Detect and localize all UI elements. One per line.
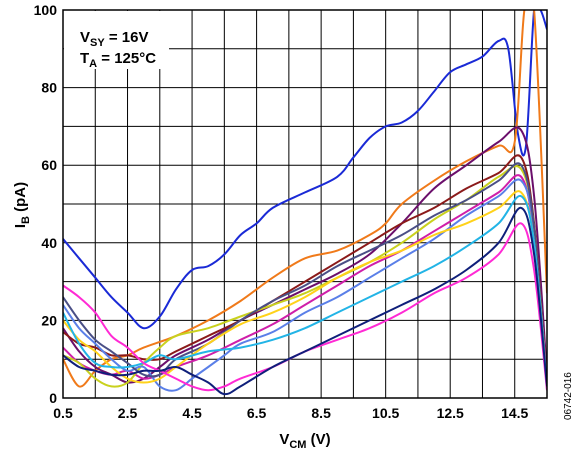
x-axis-label: VCM (V) [279, 431, 330, 451]
y-tick-label: 80 [41, 80, 57, 96]
y-tick-label: 40 [41, 235, 57, 251]
series-layer [63, 10, 547, 396]
grid [63, 10, 547, 398]
plot-frame [62, 9, 548, 399]
x-tick-label: 8.5 [311, 405, 331, 421]
x-tick-label: 6.5 [247, 405, 267, 421]
annotation-box [64, 11, 169, 69]
x-tick-label: 4.5 [182, 405, 202, 421]
y-tick-label: 60 [41, 157, 57, 173]
series-line-9 [63, 190, 547, 387]
series-line-6 [63, 165, 547, 388]
y-tick-label: 20 [41, 312, 57, 328]
tick-labels: 0.5 2.5 4.5 6.5 8.5 10.5 12.5 14.5 0 20 40 60 80 100 [34, 2, 529, 421]
figure-id: 06742-016 [563, 372, 574, 420]
series-line-1 [63, 10, 547, 330]
series-line-8 [63, 162, 547, 387]
x-tick-label: 12.5 [437, 405, 464, 421]
y-axis-label: IB (pA) [12, 182, 32, 228]
x-tick-label: 14.5 [501, 405, 528, 421]
y-tick-label: 100 [34, 2, 58, 18]
x-tick-label: 2.5 [118, 405, 138, 421]
annotation-ta: TA = 125°C [80, 50, 156, 70]
x-tick-label: 0.5 [53, 405, 73, 421]
series-line-4 [63, 154, 547, 383]
x-tick-label: 10.5 [372, 405, 399, 421]
series-line-3 [63, 126, 547, 384]
annotation-vsy: VSY = 16V [80, 29, 149, 49]
series-line-11 [63, 222, 547, 392]
y-tick-label: 0 [49, 390, 57, 406]
series-line-7 [63, 178, 547, 392]
series-line-12 [63, 206, 547, 396]
series-line-10 [63, 195, 547, 387]
